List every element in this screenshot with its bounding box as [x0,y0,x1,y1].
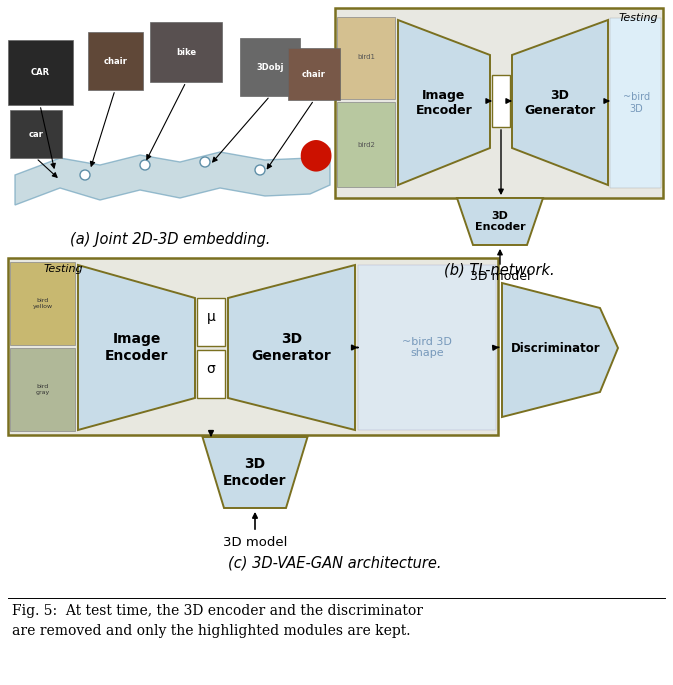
FancyBboxPatch shape [337,102,395,187]
Polygon shape [228,265,355,430]
Text: 3Dobj: 3Dobj [256,62,284,71]
Text: ⬤: ⬤ [298,139,332,171]
Text: chair: chair [302,69,326,79]
Text: 3D
Encoder: 3D Encoder [474,211,526,232]
FancyBboxPatch shape [197,350,225,398]
FancyBboxPatch shape [10,348,75,431]
Polygon shape [398,20,490,185]
FancyBboxPatch shape [88,32,143,90]
Text: bird1: bird1 [357,54,375,60]
FancyBboxPatch shape [8,40,73,105]
FancyBboxPatch shape [197,298,225,346]
Text: ~bird 3D
shape: ~bird 3D shape [402,337,452,358]
Circle shape [140,160,150,170]
Text: Image
Encoder: Image Encoder [416,88,472,116]
FancyBboxPatch shape [610,18,661,188]
Text: Image
Encoder: Image Encoder [105,332,168,362]
Text: CAR: CAR [31,68,50,77]
Text: μ: μ [207,310,215,324]
Circle shape [255,165,265,175]
FancyBboxPatch shape [10,110,62,158]
Text: bird
yellow: bird yellow [32,298,52,309]
Text: Testing: Testing [618,13,658,23]
FancyBboxPatch shape [335,8,663,198]
Text: Fig. 5:  At test time, the 3D encoder and the discriminator: Fig. 5: At test time, the 3D encoder and… [12,604,423,618]
Text: bird2: bird2 [357,142,375,148]
Text: (a) Joint 2D-3D embedding.: (a) Joint 2D-3D embedding. [70,232,270,247]
Text: bike: bike [176,47,196,56]
Text: 3D model: 3D model [223,536,287,549]
FancyBboxPatch shape [240,38,300,96]
FancyBboxPatch shape [492,75,510,127]
Polygon shape [457,198,543,245]
Text: are removed and only the highlighted modules are kept.: are removed and only the highlighted mod… [12,624,411,638]
Text: Testing: Testing [43,264,83,274]
Text: ◐: ◐ [312,156,324,170]
FancyBboxPatch shape [150,22,222,82]
Text: bird
gray: bird gray [36,384,50,395]
Polygon shape [203,437,308,508]
Text: car: car [28,129,44,138]
FancyBboxPatch shape [8,258,498,435]
Circle shape [200,157,210,167]
Text: 3D model: 3D model [470,270,530,283]
Text: ~bird
3D: ~bird 3D [623,92,650,114]
Polygon shape [78,265,195,430]
FancyBboxPatch shape [288,48,340,100]
Text: Discriminator: Discriminator [511,342,601,355]
Text: (c) 3D-VAE-GAN architecture.: (c) 3D-VAE-GAN architecture. [228,555,441,570]
Polygon shape [15,148,330,205]
FancyBboxPatch shape [10,262,75,345]
Text: 3D
Generator: 3D Generator [524,88,596,116]
Text: (b) TL-network.: (b) TL-network. [444,262,555,277]
Text: σ: σ [207,362,215,376]
Text: 3D
Generator: 3D Generator [252,332,331,362]
Circle shape [80,170,90,180]
Polygon shape [512,20,608,185]
Text: chair: chair [104,56,127,66]
Text: 3D
Encoder: 3D Encoder [223,458,287,488]
Polygon shape [502,283,618,417]
FancyBboxPatch shape [337,17,395,99]
FancyBboxPatch shape [358,265,496,430]
